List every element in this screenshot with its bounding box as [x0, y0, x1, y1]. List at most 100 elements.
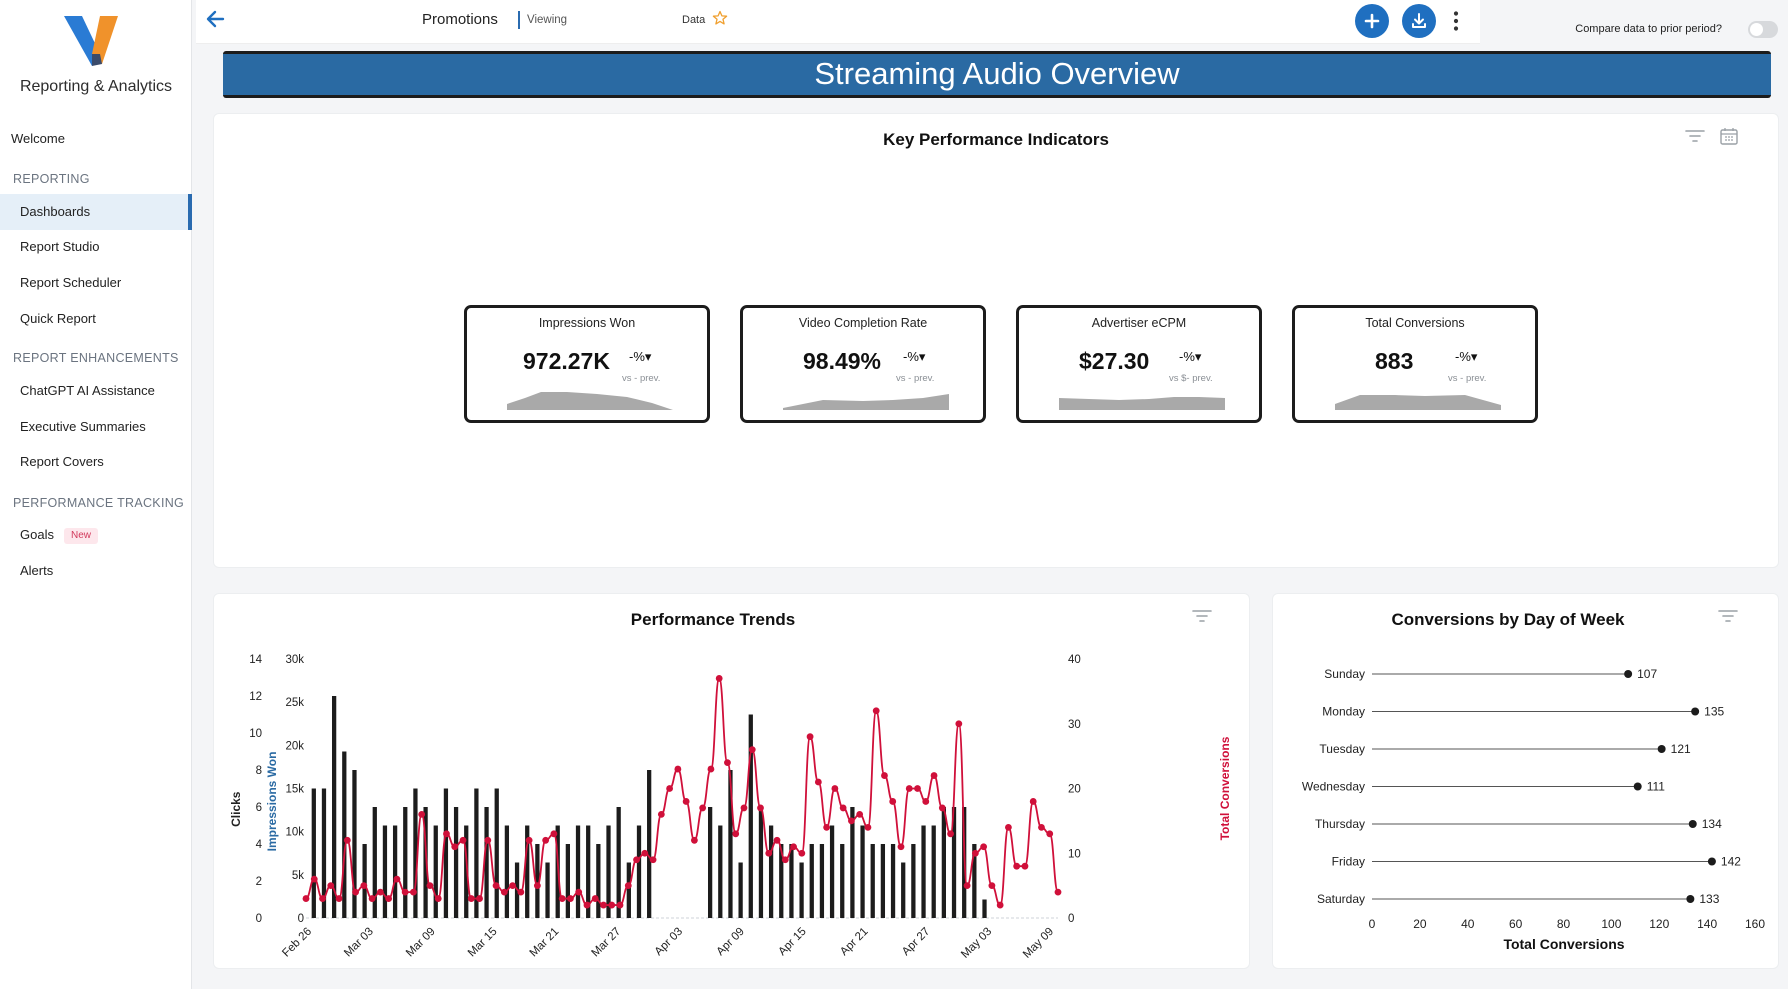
clicks-tick-label: 2: [256, 876, 262, 888]
add-button[interactable]: [1355, 4, 1389, 38]
value-label: 134: [1702, 817, 1722, 831]
nav-item-goals[interactable]: Goals New: [0, 517, 192, 553]
conversions-point: [459, 836, 467, 844]
impressions-tick-label: 15k: [285, 784, 304, 796]
back-arrow-icon[interactable]: [204, 8, 226, 30]
nav-item-report-covers[interactable]: Report Covers: [20, 454, 104, 469]
dashboard-title: Promotions: [422, 11, 498, 28]
nav-welcome[interactable]: Welcome: [11, 131, 65, 146]
filter-icon[interactable]: [1191, 607, 1213, 625]
clicks-bar: [829, 825, 835, 918]
conversions-point: [1005, 823, 1012, 831]
kpi-label: Advertiser eCPM: [1091, 316, 1187, 330]
dropdown-caret-icon: ▾: [1194, 349, 1202, 364]
nav-item-goals-label: Goals: [20, 527, 54, 542]
conversions-point: [823, 823, 831, 831]
clicks-bar: [890, 844, 896, 918]
kpi-sparkline: [783, 394, 949, 410]
day-label: Saturday: [1317, 892, 1365, 906]
lollipop-point: [1686, 895, 1695, 903]
clicks-bar: [545, 862, 550, 918]
clicks-tick-label: 14: [249, 654, 262, 666]
conversions-point: [633, 856, 640, 864]
conversions-point: [666, 785, 674, 792]
performance-trends-panel: Performance Trends 0 2 4 6 8 10 12 14 0 5k 10k 15k 2…: [213, 593, 1250, 969]
day-label: Monday: [1322, 705, 1365, 719]
conversions-point: [616, 901, 624, 909]
clicks-bar: [982, 899, 987, 918]
star-icon[interactable]: [712, 10, 728, 26]
clicks-bar: [352, 770, 357, 918]
kpi-label: Total Conversions: [1365, 316, 1465, 330]
x-axis-title: Total Conversions: [1503, 936, 1624, 952]
clicks-bar: [779, 844, 784, 918]
conversions-point: [963, 882, 971, 890]
kpi-panel: Key Performance Indicators Impressions W…: [213, 113, 1779, 568]
clicks-bar: [382, 825, 388, 918]
conversions-by-day-chart: Conversions by Day of Week Sunday 107 Mond…: [1302, 610, 1765, 952]
x-tick-label: Mar 09: [404, 926, 438, 960]
x-tick-label: Apr 21: [838, 926, 870, 958]
x-tick-label: 140: [1697, 917, 1717, 931]
clicks-bar: [474, 788, 479, 918]
x-tick-label: Mar 27: [589, 926, 623, 960]
conversions-point: [1029, 798, 1037, 805]
impressions-tick-label: 30k: [285, 654, 304, 666]
sidebar: Reporting & Analytics Welcome REPORTING …: [0, 0, 192, 989]
conversions-point: [757, 804, 764, 812]
conversions-line: [305, 677, 1059, 906]
kpi-card-total-conversions: Total Conversions 883 -%▾ vs - prev.: [1292, 305, 1538, 423]
x-tick-label: 20: [1413, 917, 1427, 931]
conversions-point: [567, 895, 574, 902]
conversions-point: [401, 888, 409, 896]
filter-icon[interactable]: [1717, 607, 1739, 625]
new-badge: New: [63, 528, 98, 544]
clicks-bar: [403, 807, 408, 918]
download-button[interactable]: [1402, 4, 1436, 38]
conversions-point: [558, 895, 566, 902]
nav-item-executive-summaries[interactable]: Executive Summaries: [20, 419, 146, 434]
clicks-bar: [565, 844, 570, 918]
conversions-point: [930, 772, 938, 779]
clicks-bar: [860, 825, 865, 918]
x-tick-label: 160: [1745, 917, 1765, 931]
brand-name: Reporting & Analytics: [19, 78, 173, 95]
kpi-delta-value: -%: [903, 349, 919, 364]
conversions-point: [467, 895, 475, 902]
nav-item-dashboards[interactable]: Dashboards: [0, 194, 192, 230]
x-tick-label: 120: [1649, 917, 1669, 931]
nav-item-report-scheduler[interactable]: Report Scheduler: [20, 275, 122, 290]
nav-item-quick-report[interactable]: Quick Report: [20, 311, 96, 326]
conversions-point: [434, 895, 442, 902]
compare-prior-period-toggle[interactable]: [1748, 21, 1778, 38]
day-label: Sunday: [1324, 667, 1365, 681]
conversions-point: [608, 901, 616, 909]
kpi-label: Impressions Won: [538, 316, 636, 330]
conversions-point: [922, 798, 930, 805]
kpi-delta: -%▾: [1179, 349, 1201, 365]
x-tick-label: Mar 21: [528, 926, 562, 960]
kpi-comparison: vs - prev.: [896, 373, 935, 384]
clicks-bar: [636, 825, 642, 918]
calendar-icon[interactable]: [1719, 126, 1739, 146]
clicks-bar: [342, 751, 347, 918]
clicks-bar: [941, 807, 946, 918]
clicks-bar: [504, 825, 510, 918]
clicks-bar: [850, 807, 855, 918]
conversions-tick-label: 10: [1068, 848, 1081, 860]
clicks-bar: [311, 788, 316, 918]
nav-item-chatgpt-ai-assistance[interactable]: ChatGPT AI Assistance: [20, 383, 155, 398]
conversions-point: [682, 798, 690, 805]
filter-icon[interactable]: [1684, 127, 1706, 145]
conversions-point: [781, 856, 789, 864]
clicks-tick-label: 12: [249, 691, 262, 703]
conversions-point: [484, 836, 492, 844]
conversions-point: [996, 901, 1004, 909]
more-vert-icon[interactable]: [1452, 10, 1460, 32]
nav-item-report-studio[interactable]: Report Studio: [20, 239, 100, 254]
compare-prior-period-label: Compare data to prior period?: [1575, 23, 1722, 35]
kpi-value: $27.30: [1079, 348, 1150, 374]
day-label: Tuesday: [1319, 742, 1365, 756]
conversions-point: [550, 830, 558, 838]
nav-item-alerts[interactable]: Alerts: [20, 563, 54, 578]
